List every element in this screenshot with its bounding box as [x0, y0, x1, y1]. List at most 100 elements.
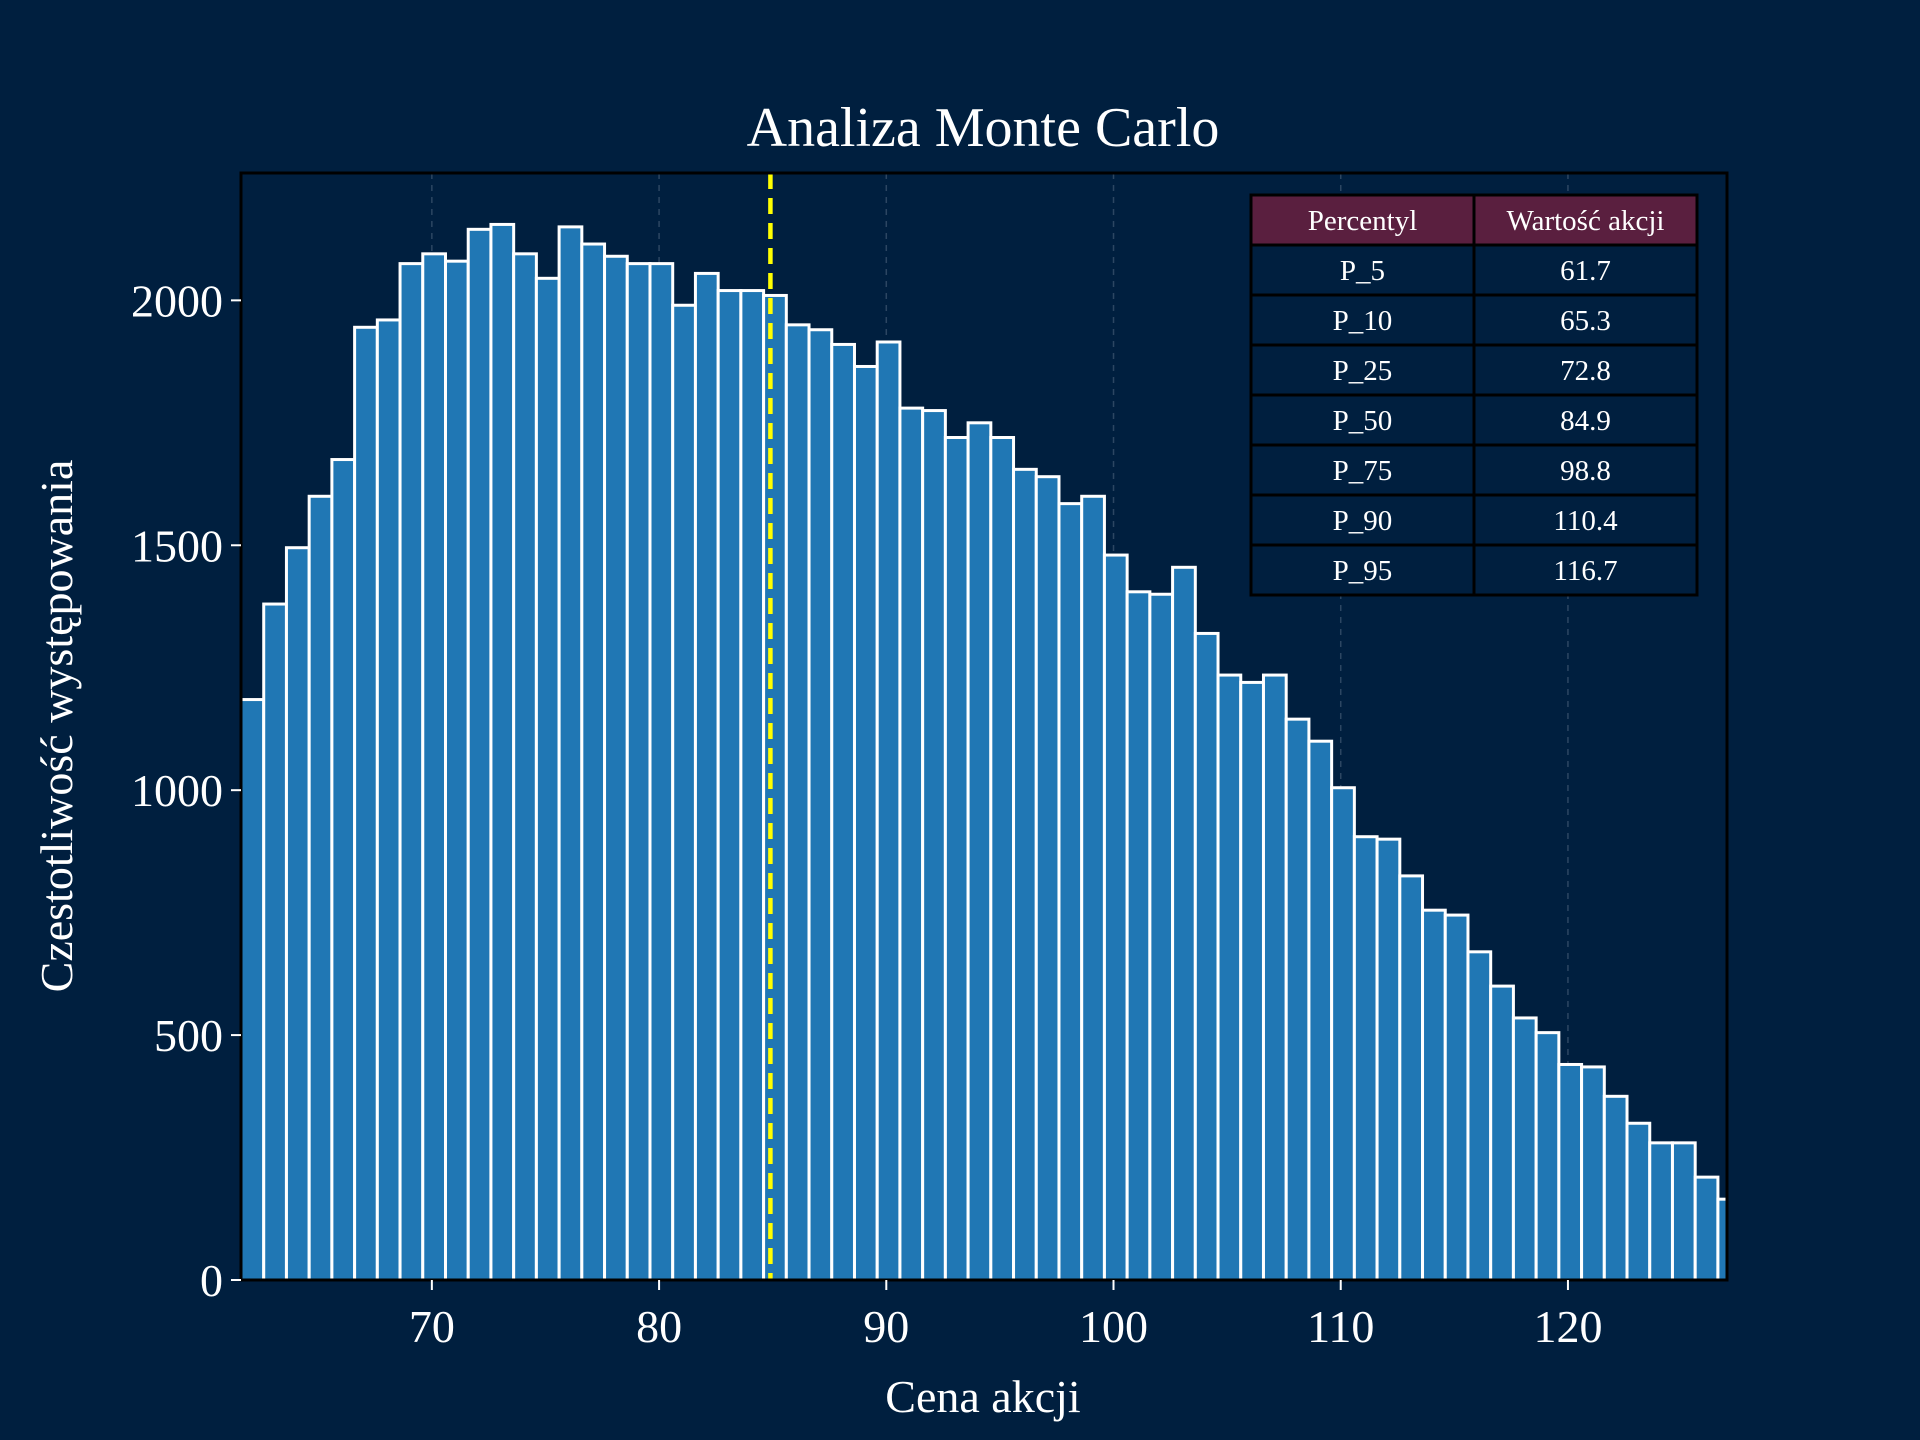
histogram-bar	[830, 342, 856, 1282]
table-cell-text: 84.9	[1560, 405, 1611, 437]
histogram-bar	[693, 271, 720, 1282]
table-cell-text: P_75	[1333, 455, 1393, 487]
histogram-bar	[1580, 1065, 1606, 1282]
histogram-bar	[807, 328, 834, 1282]
histogram-bar	[1511, 1016, 1538, 1282]
histogram-bar	[1148, 592, 1175, 1282]
histogram-bar	[398, 262, 425, 1282]
histogram-bar	[1693, 1175, 1720, 1282]
histogram-bar	[762, 293, 788, 1282]
histogram-bar	[1239, 680, 1265, 1282]
histogram-bar	[307, 494, 334, 1282]
histogram-bar	[921, 409, 947, 1282]
histogram-bar	[1057, 502, 1084, 1282]
x-tick-label: 110	[1307, 1301, 1374, 1352]
table-cell-text: P_25	[1333, 355, 1393, 387]
histogram-bar	[716, 289, 743, 1282]
table-cell-text: 98.8	[1560, 455, 1611, 487]
histogram-bar	[898, 406, 925, 1282]
histogram-bar	[989, 436, 1016, 1282]
histogram-bar	[557, 225, 584, 1282]
x-tick-label: 120	[1533, 1301, 1602, 1352]
table-cell	[1472, 393, 1699, 447]
histogram-bar	[239, 698, 266, 1282]
histogram-bar	[1171, 565, 1197, 1282]
histogram-bar	[1125, 590, 1152, 1282]
table-cell-text: 65.3	[1560, 305, 1611, 337]
histogram-bar	[1307, 739, 1334, 1282]
histogram-bar	[489, 222, 516, 1282]
histogram-bar	[1193, 631, 1220, 1282]
table-header-cell	[1249, 193, 1476, 247]
table-cell	[1472, 343, 1699, 397]
histogram-bar	[1670, 1141, 1697, 1282]
table-cell-text: P_90	[1333, 505, 1393, 537]
histogram-bar	[1216, 673, 1243, 1282]
plot-frame	[239, 171, 1729, 1282]
histogram-bar	[1602, 1094, 1629, 1282]
histogram-bar	[512, 252, 538, 1282]
histogram-bar	[1102, 553, 1129, 1282]
table-header-text: Percentyl	[1308, 205, 1418, 237]
table-cell-text: 61.7	[1560, 255, 1611, 287]
histogram-bar	[1421, 908, 1447, 1282]
histogram-bar	[1261, 673, 1288, 1282]
histogram-bar	[739, 289, 766, 1282]
x-axis-label: Cena akcji	[885, 1371, 1080, 1422]
histogram-bar	[262, 602, 288, 1282]
histogram-bar	[1034, 475, 1061, 1282]
y-tick-label: 2000	[131, 275, 223, 326]
y-tick-label: 1000	[131, 765, 223, 816]
histogram-bar	[1012, 467, 1038, 1282]
histogram-bar	[1398, 874, 1425, 1282]
table-cell	[1249, 343, 1476, 397]
y-tick-label: 1500	[131, 520, 223, 571]
table-cell-text: 72.8	[1560, 355, 1611, 387]
histogram-bar	[330, 458, 357, 1282]
x-tick-label: 90	[863, 1301, 909, 1352]
x-tick-label: 80	[636, 1301, 682, 1352]
table-cell	[1472, 293, 1699, 347]
histogram-bar	[625, 262, 652, 1282]
histogram-bar	[1534, 1031, 1561, 1282]
histogram-bar	[1489, 984, 1515, 1282]
table-cell	[1472, 543, 1699, 597]
histogram-bar	[1375, 837, 1402, 1282]
histogram-bar	[1625, 1121, 1652, 1282]
table-cell-text: P_10	[1333, 305, 1393, 337]
histogram-bar	[943, 436, 970, 1282]
table-cell-text: 110.4	[1553, 505, 1618, 537]
y-tick-label: 500	[154, 1010, 223, 1061]
table-header-cell	[1472, 193, 1699, 247]
table-cell	[1472, 243, 1699, 297]
x-axis-ticks: 70 80 90 100 110 120	[409, 1280, 1602, 1352]
table-cell-text: 116.7	[1553, 555, 1617, 587]
histogram-bar	[443, 259, 470, 1282]
histogram-bar	[1466, 950, 1493, 1282]
histogram-bar	[671, 303, 697, 1282]
histogram-bar	[466, 227, 493, 1282]
histogram-bar	[852, 364, 879, 1282]
table-cell	[1472, 443, 1699, 497]
histogram-bar	[875, 340, 902, 1282]
y-axis-ticks: 0 500 1000 1500 2000	[131, 275, 241, 1306]
histogram-bar	[966, 421, 993, 1282]
y-axis-label: Czestotliwość występowania	[31, 460, 82, 993]
histogram-bar	[1284, 717, 1311, 1282]
table-cell	[1249, 293, 1476, 347]
histogram-bar	[353, 325, 379, 1282]
histogram-bar	[1443, 913, 1470, 1282]
table-cell-text: P_5	[1340, 255, 1385, 287]
histogram-bar	[534, 276, 561, 1282]
table-cell-text: P_50	[1333, 405, 1393, 437]
table-header-text: Wartość akcji	[1507, 205, 1665, 237]
histogram-bar	[1648, 1141, 1674, 1282]
histogram-bar	[1330, 786, 1356, 1282]
chart-title: Analiza Monte Carlo	[747, 97, 1220, 159]
histogram-bar	[648, 262, 675, 1282]
y-tick-label: 0	[200, 1255, 223, 1306]
histogram-bar	[1557, 1062, 1584, 1282]
histogram-bar	[421, 252, 447, 1282]
histogram-bar	[784, 323, 811, 1282]
